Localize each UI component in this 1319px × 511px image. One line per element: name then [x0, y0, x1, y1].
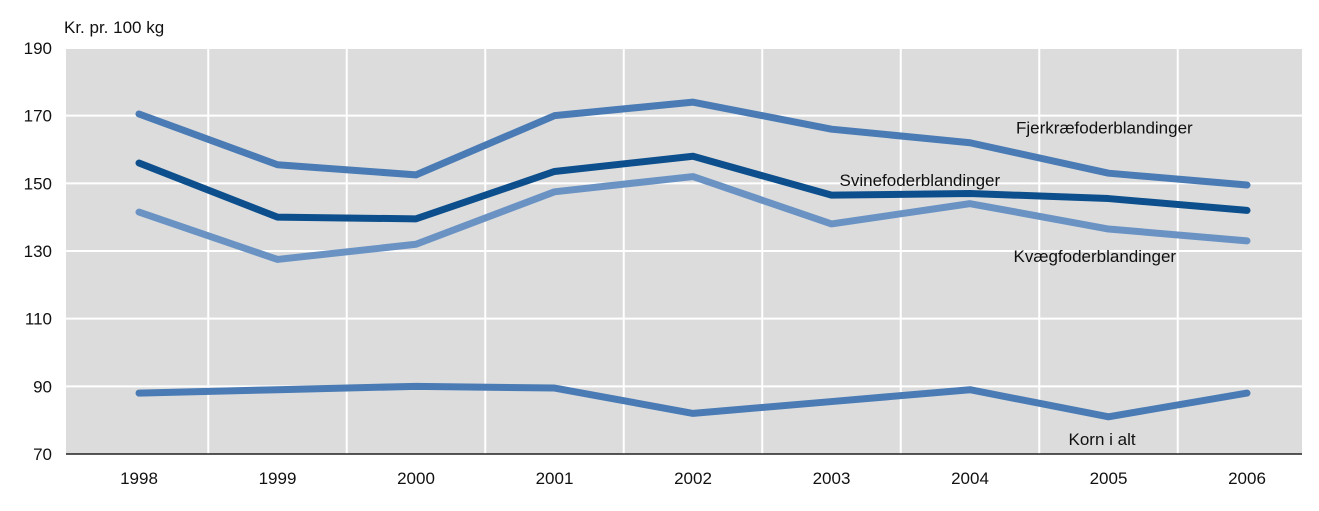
series-label: Korn i alt	[1069, 430, 1136, 449]
x-tick-label: 2004	[951, 469, 989, 488]
y-tick-label: 130	[24, 242, 52, 261]
x-tick-label: 2001	[536, 469, 574, 488]
y-axis-unit-label: Kr. pr. 100 kg	[64, 18, 164, 37]
y-tick-label: 110	[25, 310, 52, 329]
series-line	[135, 382, 1251, 421]
series-labels: Fjerkræfoderblandinger Svinefoderblanding…	[840, 119, 1194, 449]
x-tick-label: 2006	[1228, 469, 1266, 488]
y-tick-label: 70	[33, 445, 52, 464]
y-axis-ticks: 70 90 110 130 150 170 190	[24, 39, 52, 464]
series-lines	[135, 98, 1251, 421]
series-line	[135, 152, 1251, 223]
series-label: Kvægfoderblandinger	[1014, 247, 1177, 266]
x-tick-label: 2000	[397, 469, 435, 488]
y-tick-label: 190	[24, 39, 52, 58]
horizontal-gridlines	[66, 47, 1302, 388]
series-line	[135, 173, 1251, 263]
series-label: Fjerkræfoderblandinger	[1016, 119, 1193, 138]
x-axis-ticks: 1998 1999 2000 2001 2002 2003 2004 2005 2006	[120, 469, 1266, 488]
x-tick-label: 2005	[1090, 469, 1128, 488]
x-tick-label: 1998	[120, 469, 158, 488]
series-line	[135, 98, 1251, 189]
x-tick-label: 2002	[674, 469, 712, 488]
x-tick-label: 2003	[813, 469, 851, 488]
y-tick-label: 170	[24, 107, 52, 126]
y-tick-label: 150	[24, 174, 52, 193]
series-label: Svinefoderblandinger	[840, 171, 1001, 190]
y-tick-label: 90	[33, 377, 52, 396]
x-tick-label: 1999	[259, 469, 297, 488]
